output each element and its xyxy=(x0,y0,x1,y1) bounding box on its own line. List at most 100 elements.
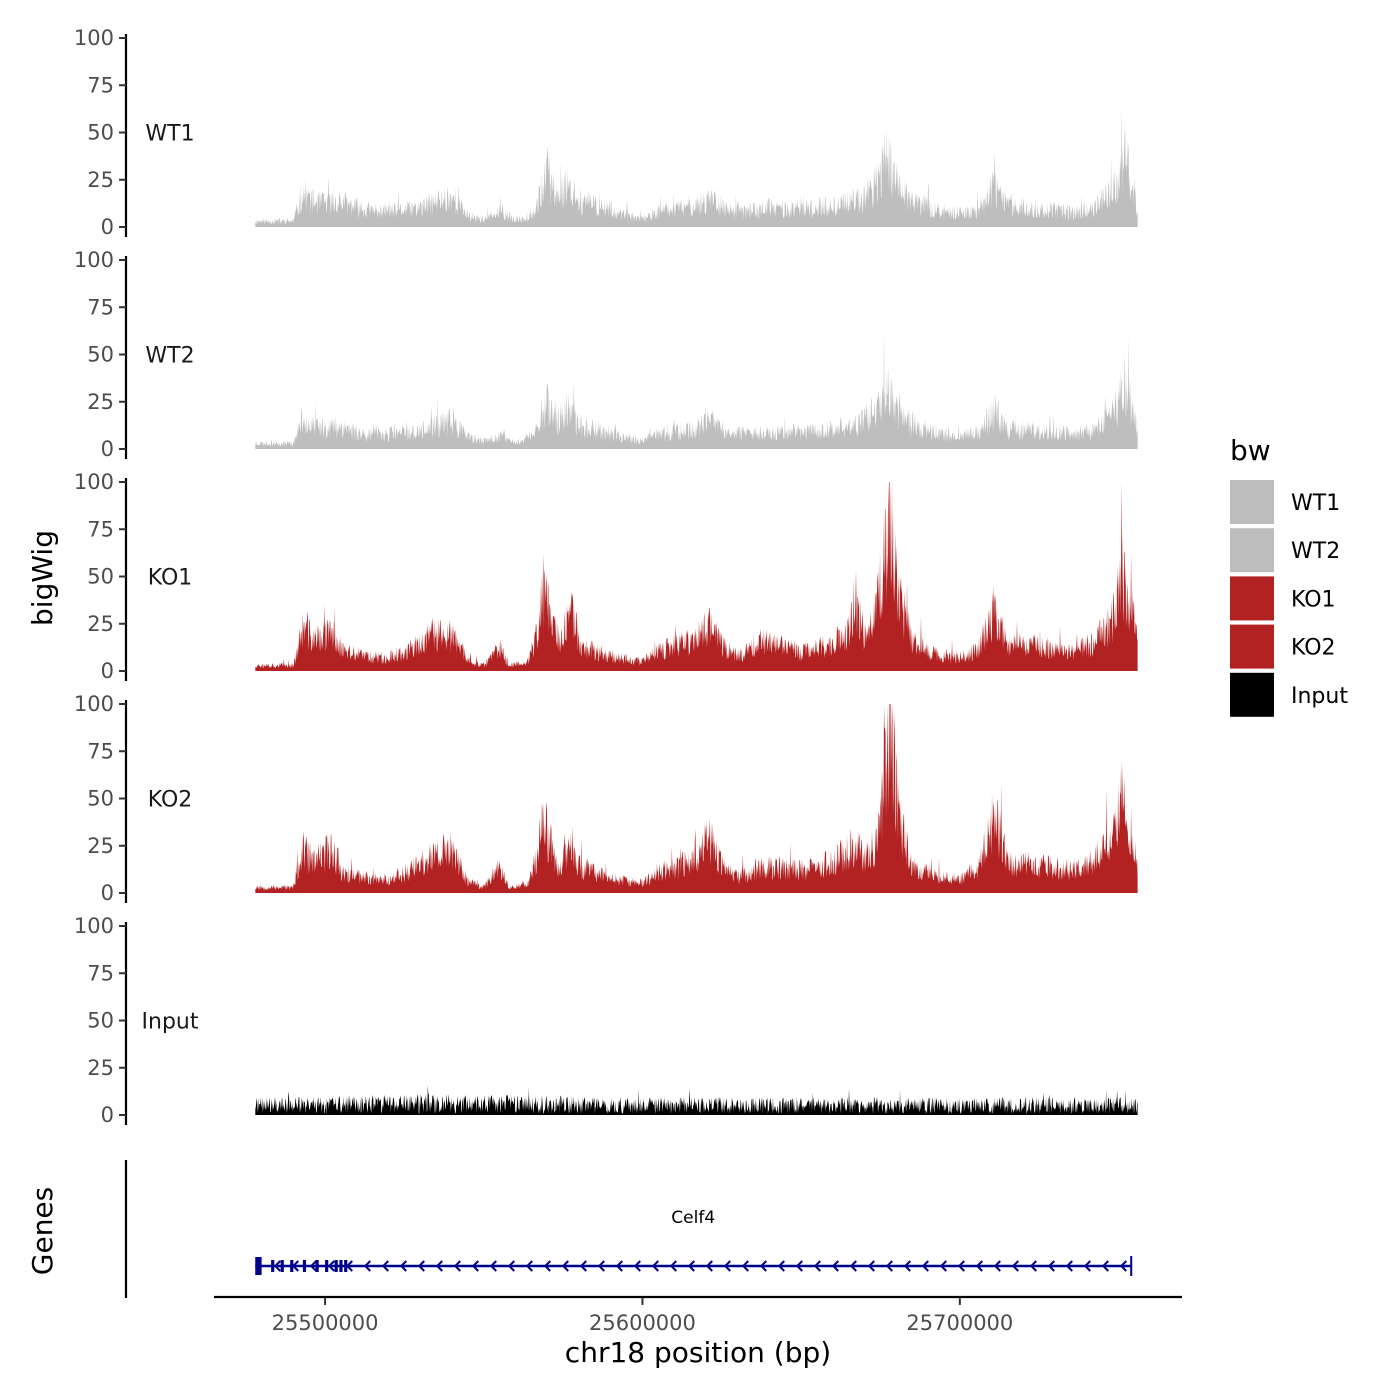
y-tick-label: 100 xyxy=(74,26,114,50)
strand-arrow xyxy=(543,1260,551,1272)
y-tick-label: 25 xyxy=(87,1056,114,1080)
strand-arrow xyxy=(1029,1260,1037,1272)
strand-arrow xyxy=(615,1260,623,1272)
signal-area-wt1 xyxy=(255,107,1138,227)
y-tick-label: 25 xyxy=(87,834,114,858)
strand-arrow xyxy=(903,1260,911,1272)
strand-arrow xyxy=(1065,1260,1073,1272)
strand-arrow xyxy=(1011,1260,1019,1272)
strand-arrow xyxy=(525,1260,533,1272)
strand-arrow xyxy=(435,1260,443,1272)
strand-arrow xyxy=(597,1260,605,1272)
strand-arrow xyxy=(1083,1260,1091,1272)
gene-exon xyxy=(339,1260,343,1272)
legend-label-wt1: WT1 xyxy=(1291,491,1340,516)
y-tick-label: 75 xyxy=(87,517,114,541)
strand-arrow xyxy=(507,1260,515,1272)
legend-key-input xyxy=(1230,672,1274,717)
strand-arrow xyxy=(453,1260,461,1272)
strand-arrow xyxy=(687,1260,695,1272)
gene-exon xyxy=(315,1260,319,1272)
y-tick-label: 0 xyxy=(101,437,114,461)
gene-exon xyxy=(302,1260,307,1272)
gene-exon xyxy=(325,1260,329,1272)
strand-arrow xyxy=(651,1260,659,1272)
strand-arrow xyxy=(381,1260,389,1272)
strand-arrow xyxy=(957,1260,965,1272)
x-tick-label: 25600000 xyxy=(589,1311,696,1335)
strand-arrow xyxy=(291,1260,299,1272)
x-tick-label: 25700000 xyxy=(906,1311,1013,1335)
legend-title: bw xyxy=(1230,434,1271,467)
signal-area-input xyxy=(255,1085,1138,1115)
strand-arrow xyxy=(921,1260,929,1272)
legend-key-ko1 xyxy=(1230,576,1274,621)
track-wt1: 0 25 50 75 100 WT1 xyxy=(74,26,1138,239)
strand-arrow xyxy=(273,1260,281,1272)
gene-exon xyxy=(344,1260,348,1272)
legend-label-ko2: KO2 xyxy=(1291,636,1336,661)
strand-arrow xyxy=(633,1260,641,1272)
strand-arrow xyxy=(741,1260,749,1272)
gene-exon xyxy=(280,1260,284,1272)
strand-arrow xyxy=(327,1260,335,1272)
strand-arrow xyxy=(867,1260,875,1272)
genes-axis-title: Genes xyxy=(26,1187,59,1275)
strand-arrow xyxy=(309,1260,317,1272)
signal-area-ko1 xyxy=(255,482,1138,671)
strand-arrow xyxy=(885,1260,893,1272)
strand-arrow xyxy=(399,1260,407,1272)
y-tick-label: 50 xyxy=(87,787,114,811)
legend-key-wt1 xyxy=(1230,480,1274,524)
y-tick-label: 25 xyxy=(87,390,114,414)
y-tick-label: 50 xyxy=(87,121,114,145)
strand-arrow xyxy=(759,1260,767,1272)
strand-arrow xyxy=(1047,1260,1055,1272)
y-tick-label: 75 xyxy=(87,739,114,763)
y-tick-label: 75 xyxy=(87,73,114,97)
y-tick-label: 75 xyxy=(87,961,114,985)
y-tick-label: 50 xyxy=(87,565,114,589)
track-label: Input xyxy=(142,1010,199,1035)
y-tick-label: 100 xyxy=(74,692,114,716)
signal-area-ko2 xyxy=(255,704,1138,893)
track-ko1: 0 25 50 75 100 KO1 xyxy=(74,470,1138,683)
y-tick-label: 0 xyxy=(101,1103,114,1127)
signal-area-wt2 xyxy=(255,328,1138,449)
y-tick-label: 0 xyxy=(101,881,114,905)
track-ko2: 0 25 50 75 100 KO2 xyxy=(74,692,1138,905)
track-wt2: 0 25 50 75 100 WT2 xyxy=(74,248,1138,461)
strand-arrow xyxy=(1119,1260,1127,1272)
track-label: WT2 xyxy=(145,344,194,369)
y-tick-label: 75 xyxy=(87,295,114,319)
track-label: WT1 xyxy=(145,122,194,147)
strand-arrow xyxy=(471,1260,479,1272)
strand-arrow xyxy=(939,1260,947,1272)
gene-exon xyxy=(290,1260,294,1272)
gene-label: Celf4 xyxy=(671,1208,715,1228)
legend-label-input: Input xyxy=(1291,684,1348,709)
track-label: KO1 xyxy=(148,566,193,591)
strand-arrow xyxy=(849,1260,857,1272)
strand-arrow xyxy=(975,1260,983,1272)
strand-arrow xyxy=(777,1260,785,1272)
y-tick-label: 50 xyxy=(87,1009,114,1033)
y-tick-label: 100 xyxy=(74,248,114,272)
strand-arrow xyxy=(705,1260,713,1272)
x-axis: 25500000 25600000 25700000 xyxy=(214,1295,1182,1335)
y-tick-label: 50 xyxy=(87,343,114,367)
y-tick-label: 0 xyxy=(101,659,114,683)
gene-exon xyxy=(271,1260,275,1272)
y-tick-label: 25 xyxy=(87,612,114,636)
legend: bw WT1 WT2 KO1 KO2 Input xyxy=(1230,434,1348,717)
strand-arrow xyxy=(993,1260,1001,1272)
legend-key-ko2 xyxy=(1230,624,1274,669)
strand-arrow xyxy=(1101,1260,1109,1272)
plot-area: 0255075100WT10255075100WT20255075100KO10… xyxy=(74,26,1182,1335)
y-tick-label: 100 xyxy=(74,470,114,494)
x-axis-title: chr18 position (bp) xyxy=(565,1336,831,1369)
strand-arrow xyxy=(579,1260,587,1272)
y-tick-label: 0 xyxy=(101,215,114,239)
strand-arrow xyxy=(345,1260,353,1272)
